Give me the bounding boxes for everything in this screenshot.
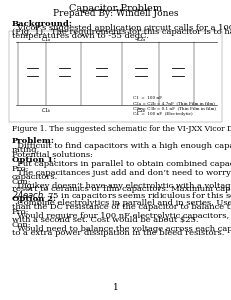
Text: to a extra power dissipation in the bleed resistors.: to a extra power dissipation in the blee… [12,229,224,237]
Text: Option 1:: Option 1: [12,156,56,164]
Text: Potential solutions:: Potential solutions: [12,151,93,159]
Text: than the DC resistance of the capacitor to balance the voltages across each capa: than the DC resistance of the capacitor … [12,203,231,211]
Text: capacitors.: capacitors. [12,173,58,181]
Text: Figure 1. The suggested schematic for the VI-JXX Vicor DC-DC converter line.: Figure 1. The suggested schematic for th… [12,125,231,134]
Text: Capacitor Problem: Capacitor Problem [69,4,162,13]
Text: Con:: Con: [12,221,31,229]
Text: 1: 1 [113,284,118,292]
Text: (Fig. 1).  The requirements for this capacitor is to have a voltage rating >300V: (Fig. 1). The requirements for this capa… [12,28,231,36]
Text: C2a = C2b = 4.7nF  (Thin Film in film): C2a = C2b = 4.7nF (Thin Film in film) [133,101,214,105]
Text: Would require four 100 nF electrolytic capacitors, two caps in series which are : Would require four 100 nF electrolytic c… [12,212,231,220]
Text: Pro:: Pro: [12,208,29,217]
Text: $C1_b$: $C1_b$ [41,106,52,115]
Text: Background:: Background: [12,20,73,28]
Text: The capacitances just add and don’t need to worry about voltage balancing across: The capacitances just add and don’t need… [12,169,231,177]
Text: C4  =  100 nF  (Electrolytic): C4 = 100 nF (Electrolytic) [133,112,192,116]
Text: Vicor’s suggested application circuit calls for a 100 μF inrush current capacito: Vicor’s suggested application circuit ca… [12,24,231,32]
Text: Combine electrolytics in parallel and in series. Use bleed resistors that are mu: Combine electrolytics in parallel and in… [12,199,231,207]
Text: with a second set. Cost would be about $25.: with a second set. Cost would be about $… [12,216,198,224]
Text: Pro:: Pro: [12,165,29,173]
Text: Difficult to find capacitors with a high enough capacitance and high enough volt: Difficult to find capacitors with a high… [12,142,231,150]
Text: Prepared By: Windell Jones: Prepared By: Windell Jones [53,9,178,18]
Text: $C2_b$: $C2_b$ [136,106,146,115]
Bar [9,32,222,122]
Text: Con:: Con: [12,178,31,186]
Text: resort to ceramics or film capacitors. Maximum capacitance found is 30 nF in thi: resort to ceramics or film capacitors. M… [12,185,231,194]
Text: $C1_a$: $C1_a$ [41,35,52,44]
Text: $C2_a$: $C2_a$ [136,35,146,44]
Text: Option 2:: Option 2: [12,195,56,203]
Text: Would need to balance the voltage across each capacitor set in parallel. This co: Would need to balance the voltage across… [12,225,231,233]
Text: Digikey doesn’t have any electrolytic with a voltage rating above 200 V therefor: Digikey doesn’t have any electrolytic wi… [12,182,231,190]
Text: Put capacitors in parallel to obtain combined capacitance.: Put capacitors in parallel to obtain com… [12,160,231,168]
Text: temperatures down to -55 degC.: temperatures down to -55 degC. [12,32,149,40]
Text: $24 each. $75 in capacitors seems ridiculous for this solution.: $24 each. $75 in capacitors seems ridicu… [12,189,231,202]
Text: Problem:: Problem: [12,137,55,146]
Text: C1  =  100 nF: C1 = 100 nF [133,96,161,100]
Text: C3a = C3b = 0.1 nF  (Thin Film in film): C3a = C3b = 0.1 nF (Thin Film in film) [133,107,216,111]
Text: rating.: rating. [12,146,40,154]
